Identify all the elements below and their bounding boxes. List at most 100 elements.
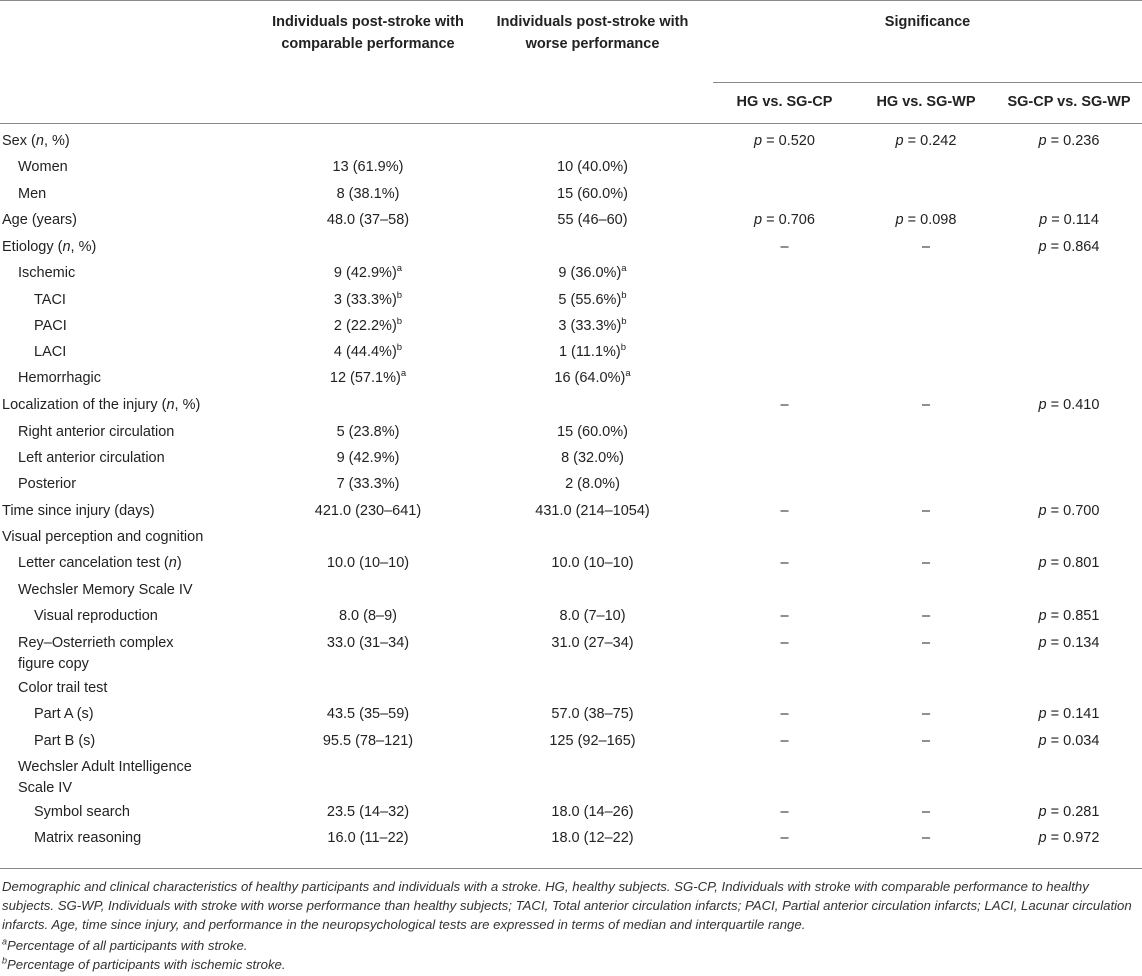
cell-c4: p = 0.242	[895, 133, 957, 149]
row-label: Right anterior circulation	[18, 424, 175, 440]
cell-c4: –	[921, 635, 931, 651]
row-label: Part A (s)	[34, 706, 94, 722]
row-label: TACI	[34, 292, 66, 308]
cell-c5: p = 0.141	[1038, 706, 1100, 722]
header-significance: Significance	[884, 14, 971, 30]
table-bottom-rule	[0, 868, 1142, 869]
header-worse-performance: Individuals post-stroke with worse perfo…	[496, 14, 689, 52]
cell-c2: 10.0 (10–10)	[551, 555, 634, 571]
row-label: Rey–Osterrieth complex figure copy	[18, 635, 174, 672]
cell-c2: 18.0 (14–26)	[551, 804, 634, 820]
cell-c1: 95.5 (78–121)	[322, 733, 414, 749]
row-label: Age (years)	[2, 212, 77, 228]
cell-c5: p = 0.236	[1038, 133, 1100, 149]
row-label: Visual reproduction	[34, 608, 158, 624]
cell-c2: 18.0 (12–22)	[551, 830, 634, 846]
cell-c2: 16 (64.0%)a	[554, 368, 631, 386]
cell-c3: –	[780, 239, 789, 255]
cell-c1: 5 (23.8%)	[336, 424, 400, 440]
cell-c2: 1 (11.1%)b	[558, 342, 627, 360]
row-label: Wechsler Adult Intelligence Scale IV	[18, 759, 192, 796]
cell-c1: 8 (38.1%)	[336, 186, 400, 202]
cell-c4: –	[921, 555, 931, 571]
cell-c3: –	[780, 555, 789, 571]
row-label: Matrix reasoning	[34, 830, 142, 846]
cell-c4: –	[921, 830, 931, 846]
cell-c1: 48.0 (37–58)	[326, 212, 410, 228]
cell-c1: 10.0 (10–10)	[326, 555, 410, 571]
cell-c3: p = 0.706	[754, 212, 815, 228]
row-label: Hemorrhagic	[18, 370, 101, 386]
cell-c2: 3 (33.3%)b	[558, 316, 627, 334]
cell-c2: 9 (36.0%)a	[558, 263, 627, 281]
row-label: Part B (s)	[34, 733, 96, 749]
cell-c5: p = 0.281	[1038, 804, 1100, 820]
cell-c5: p = 0.851	[1038, 608, 1100, 624]
cell-c1: 12 (57.1%)a	[329, 368, 407, 386]
cell-c4: –	[921, 804, 931, 820]
row-label: Posterior	[18, 476, 77, 492]
row-label: Symbol search	[34, 804, 130, 820]
cell-c3: –	[780, 830, 789, 846]
cell-c3: –	[780, 733, 789, 749]
cell-c1: 43.5 (35–59)	[326, 706, 410, 722]
cell-c2: 31.0 (27–34)	[551, 635, 634, 651]
cell-c2: 125 (92–165)	[549, 733, 636, 749]
cell-c1: 9 (42.9%)a	[333, 263, 403, 281]
row-label: Left anterior circulation	[18, 450, 165, 466]
footnote-b: bPercentage of participants with ischemi…	[2, 955, 286, 972]
cell-c2: 5 (55.6%)b	[558, 290, 627, 308]
cell-c5: p = 0.034	[1038, 733, 1100, 749]
cell-c4: –	[921, 608, 931, 624]
row-label: Ischemic	[18, 265, 76, 281]
cell-c1: 23.5 (14–32)	[326, 804, 410, 820]
cell-c2: 431.0 (214–1054)	[535, 503, 650, 519]
header-hg-vs-sgcp: HG vs. SG-CP	[736, 94, 833, 110]
cell-c1: 9 (42.9%)	[336, 450, 400, 466]
cell-c1: 421.0 (230–641)	[314, 503, 422, 519]
cell-c4: –	[921, 706, 931, 722]
cell-c4: –	[921, 733, 931, 749]
cell-c2: 8 (32.0%)	[561, 450, 624, 466]
cell-c5: p = 0.114	[1039, 212, 1099, 228]
cell-c3: –	[780, 397, 789, 413]
table-caption: Demographic and clinical characteristics…	[2, 879, 1132, 932]
cell-c5: p = 0.410	[1038, 397, 1100, 413]
cell-c1: 13 (61.9%)	[332, 159, 404, 175]
cell-c3: –	[780, 804, 789, 820]
row-label: Women	[18, 159, 68, 175]
cell-c1: 7 (33.3%)	[336, 476, 400, 492]
row-label: Sex (n, %)	[2, 133, 70, 149]
cell-c2: 57.0 (38–75)	[551, 706, 634, 722]
cell-c5: p = 0.700	[1038, 503, 1100, 519]
cell-c5: p = 0.864	[1038, 239, 1100, 255]
cell-c2: 2 (8.0%)	[565, 476, 620, 492]
cell-c2: 55 (46–60)	[557, 212, 628, 228]
cell-c2: 8.0 (7–10)	[559, 608, 626, 624]
footnote-a: aPercentage of all participants with str…	[2, 936, 248, 953]
row-label: Localization of the injury (n, %)	[2, 397, 201, 413]
header-comparable-performance: Individuals post-stroke with comparable …	[272, 14, 464, 52]
cell-c5: p = 0.972	[1038, 830, 1100, 846]
cell-c3: –	[780, 608, 789, 624]
cell-c2: 15 (60.0%)	[557, 424, 628, 440]
cell-c3: –	[780, 706, 789, 722]
significance-underline	[713, 82, 1142, 83]
table-top-rule	[0, 0, 1142, 1]
cell-c5: p = 0.801	[1038, 555, 1100, 571]
header-hg-vs-sgwp: HG vs. SG-WP	[876, 94, 976, 110]
cell-c1: 2 (22.2%)b	[333, 316, 403, 334]
row-label: Men	[18, 186, 47, 202]
cell-c4: –	[921, 503, 931, 519]
row-label: Etiology (n, %)	[2, 239, 97, 255]
row-label: LACI	[34, 344, 67, 360]
cell-c1: 3 (33.3%)b	[333, 290, 403, 308]
row-label: PACI	[34, 318, 67, 334]
cell-c1: 8.0 (8–9)	[338, 608, 398, 624]
row-label: Time since injury (days)	[2, 503, 155, 519]
cell-c3: –	[780, 635, 789, 651]
cell-c4: –	[921, 239, 931, 255]
cell-c3: p = 0.520	[754, 133, 815, 149]
cell-c3: –	[780, 503, 789, 519]
row-label: Wechsler Memory Scale IV	[18, 582, 193, 598]
